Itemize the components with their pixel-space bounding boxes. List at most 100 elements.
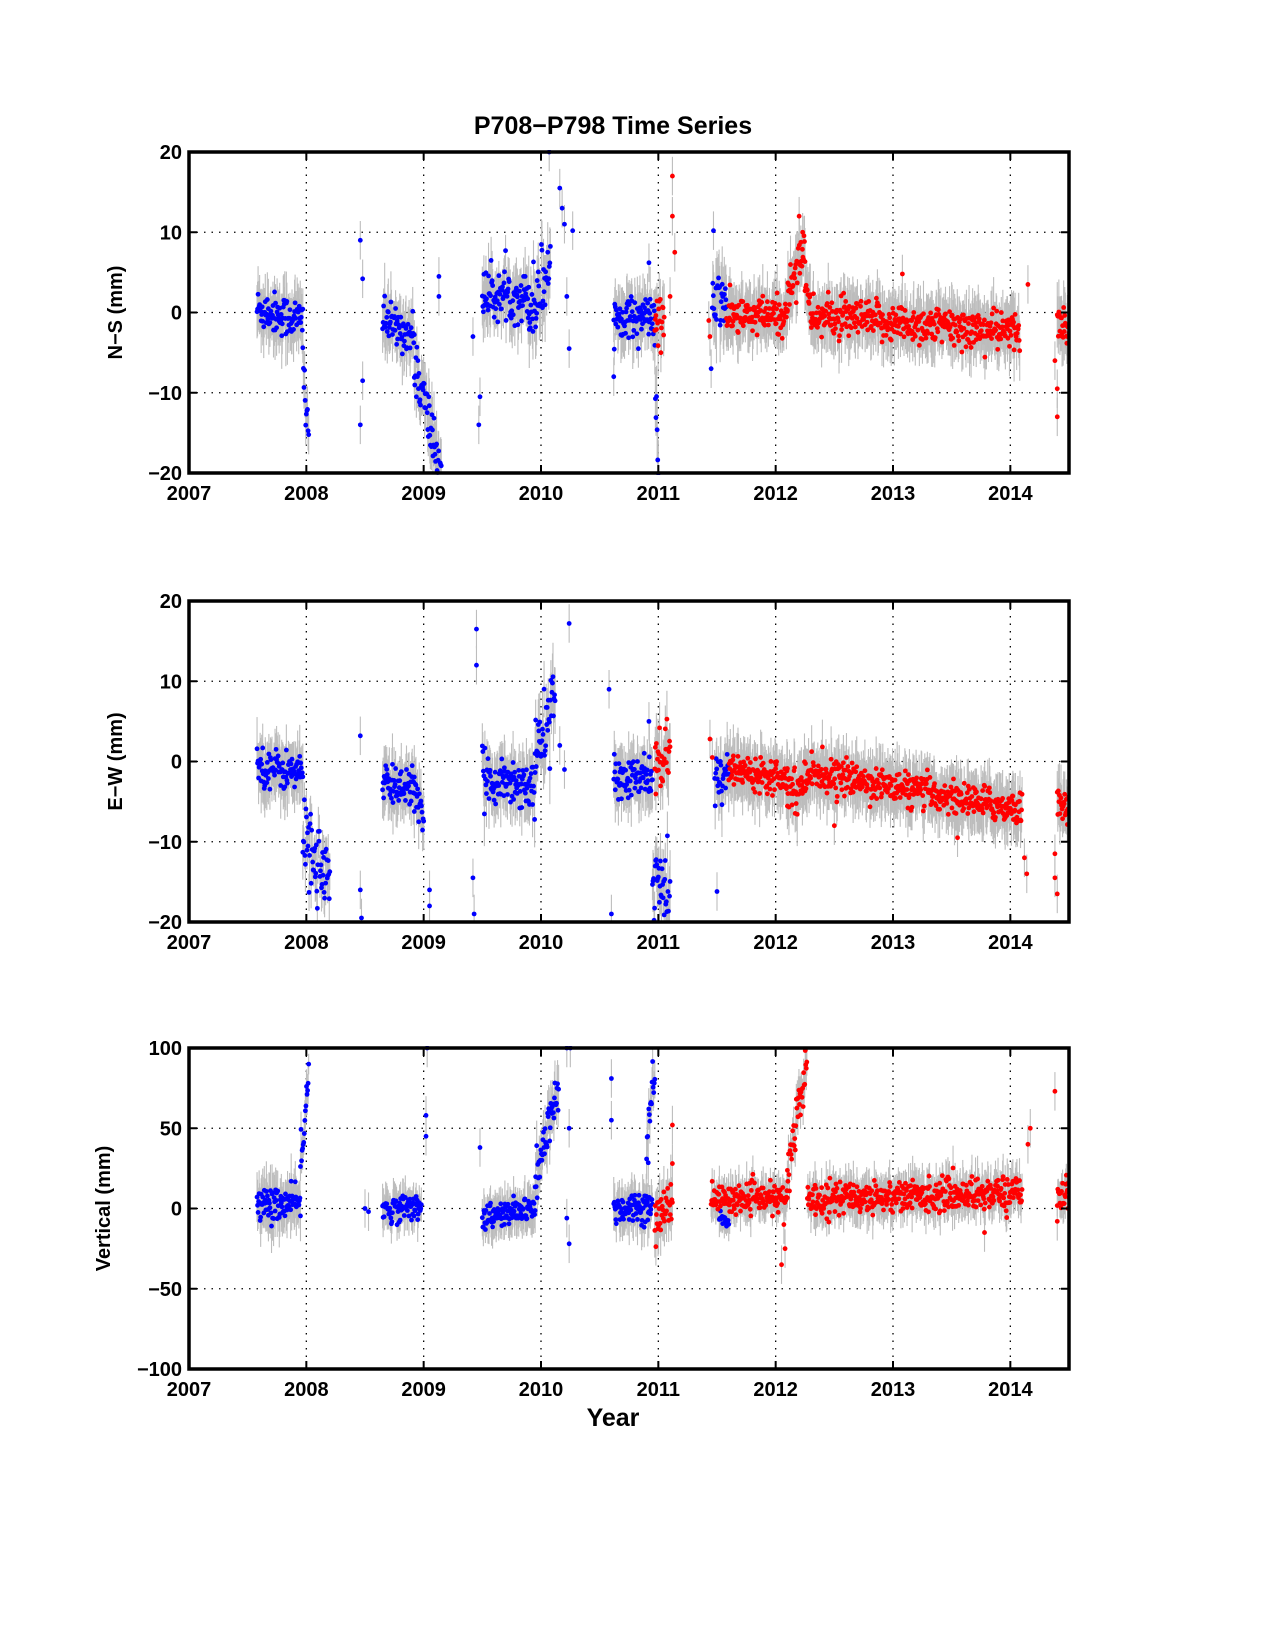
data-point [710,293,716,299]
data-point [916,342,922,348]
data-point [527,320,533,325]
data-point [920,793,926,798]
data-point [958,791,964,797]
data-point [633,775,638,781]
data-point [485,307,491,313]
data-point [741,318,747,324]
data-point [730,753,736,759]
data-point [855,329,861,335]
data-point [264,297,270,302]
data-point [651,308,657,314]
data-point [846,333,852,339]
data-point [427,887,432,893]
data-point [272,772,277,778]
data-point [980,810,986,816]
data-point [954,329,960,335]
data-point [755,313,761,319]
data-point [532,770,538,775]
data-point [570,228,576,234]
data-point [436,448,442,454]
data-point [896,771,902,777]
data-point [947,309,952,315]
data-point [978,328,984,334]
data-point [799,782,805,788]
data-point [664,716,670,722]
data-point [550,674,556,680]
data-point [730,757,736,763]
data-point [291,327,296,332]
data-point [647,296,653,302]
data-point [981,317,987,323]
data-point [623,330,628,336]
data-point [772,787,777,793]
data-point [706,318,712,323]
data-point [670,213,675,219]
data-point [735,330,741,335]
data-point [411,332,417,338]
data-point [1058,795,1064,801]
data-point [663,760,669,765]
data-point [537,719,543,725]
data-point [937,806,943,812]
data-point [993,327,999,333]
ew-panel: 2007 2008 2009 2010 2011 2012 2013 201420100−10… [105,591,1071,954]
data-point [670,173,675,179]
data-point [541,289,547,295]
data-point [829,300,835,306]
data-point [763,305,769,311]
data-point [307,852,312,858]
x-tick-label: 2011 [637,932,680,954]
data-point [651,302,657,308]
data-point [635,346,641,352]
data-point [793,300,799,306]
data-point [971,809,977,815]
data-point [934,789,940,794]
data-point [883,332,889,338]
data-point [260,318,266,324]
data-point [661,912,667,918]
data-point [611,374,617,380]
data-point [562,767,567,772]
data-point [280,760,286,766]
data-point [928,310,934,316]
data-point [471,911,477,917]
data-point [632,785,638,791]
data-point [653,313,659,318]
data-point [729,302,735,308]
data-point [655,457,661,463]
data-point [916,319,922,324]
data-point [836,319,841,325]
data-point [611,346,617,352]
data-point [950,335,956,341]
data-point [797,270,803,276]
data-point [622,323,627,329]
data-point [714,776,720,782]
data-point [779,335,785,341]
data-point [643,772,649,777]
data-point [535,749,541,755]
data-point [517,788,523,794]
data-point [542,302,548,308]
data-point [303,806,309,812]
data-point [782,301,788,307]
x-tick-label: 2013 [871,932,916,954]
data-point [562,221,567,227]
data-point [896,323,901,329]
data-point [723,297,729,303]
data-point [634,331,640,337]
data-point [488,293,493,299]
data-point [408,325,414,331]
data-point [1007,343,1012,349]
data-point [421,818,427,824]
y-axis-label: E−W (mm) [105,712,127,810]
data-point [655,343,661,349]
data-point [789,802,795,808]
data-point [961,312,966,318]
data-point [719,281,725,287]
data-point [298,314,304,320]
data-point [759,780,765,785]
data-point [827,304,833,310]
data-point [714,889,720,894]
data-point [809,749,815,755]
data-point [416,371,422,376]
